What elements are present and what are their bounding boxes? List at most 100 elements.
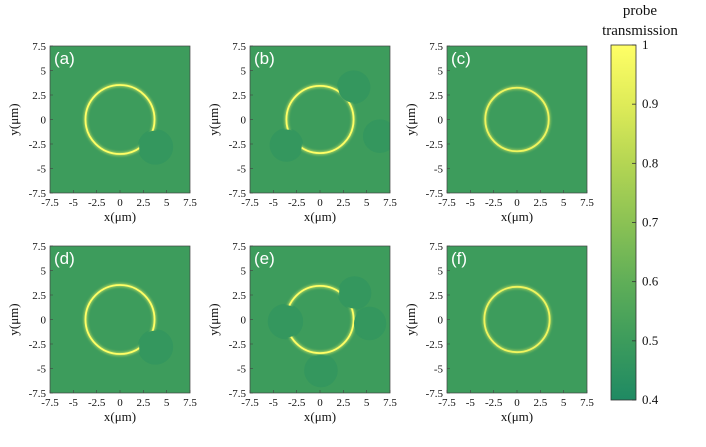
panel-background [50, 246, 190, 393]
y-axis-label: y(μm) [6, 103, 21, 135]
x-tick-label: 7.5 [383, 197, 397, 209]
x-tick-label: -5 [69, 197, 79, 209]
x-axis-label: x(μm) [104, 209, 136, 224]
panel-d: (d) -7.5 -5 -2.5 0 2.5 5 7.5 7.5 5 2.5 0 -2.5 -5 -7.5 x… [6, 241, 197, 424]
panel-b: (b) -7.5 -5 -2.5 0 2.5 5 7.5 7.5 5 2.5 0 -2.5 -5 -7.5 x… [206, 41, 397, 224]
y-tick-label: 7.5 [232, 241, 246, 253]
y-tick-label: -5 [237, 364, 247, 376]
panel-label: (e) [254, 249, 275, 268]
y-tick-label: -5 [37, 164, 47, 176]
x-axis-label: x(μm) [304, 209, 336, 224]
dark-spot-cover [354, 307, 385, 339]
y-tick-label: 0 [241, 315, 247, 327]
y-tick-label: 5 [438, 66, 444, 78]
x-tick-label: 0 [117, 397, 123, 409]
y-tick-label: 2.5 [32, 90, 46, 102]
x-tick-label: 0 [514, 197, 520, 209]
y-tick-label: 5 [41, 66, 47, 78]
y-tick-label: -2.5 [29, 339, 47, 351]
panel-background [250, 46, 390, 193]
dark-spot-cover [270, 129, 302, 161]
x-tick-label: -5 [466, 397, 476, 409]
x-tick-label: 5 [561, 397, 567, 409]
x-tick-label: -5 [466, 197, 476, 209]
y-tick-label: 2.5 [232, 290, 246, 302]
x-tick-label: 7.5 [580, 197, 594, 209]
y-tick-label: -5 [434, 164, 444, 176]
x-tick-label: -2.5 [88, 197, 106, 209]
x-tick-label: -2.5 [485, 397, 503, 409]
y-tick-label: -2.5 [426, 139, 444, 151]
y-tick-label: -2.5 [229, 339, 247, 351]
colorbar-gradient [610, 44, 637, 401]
dark-spot-cover [139, 130, 172, 164]
y-tick-label: -2.5 [29, 139, 47, 151]
x-tick-label: 0 [317, 197, 323, 209]
y-tick-label: 0 [438, 315, 444, 327]
transmission-ring [285, 85, 355, 154]
panel-label: (a) [54, 49, 75, 68]
panel-e: (e) -7.5 -5 -2.5 0 2.5 5 7.5 7.5 5 2.5 0 -2.5 -5 -7.5 x… [206, 241, 397, 424]
x-tick-label: 7.5 [183, 397, 197, 409]
x-tick-label: 0 [317, 397, 323, 409]
panel-background [447, 46, 587, 193]
panel-background [447, 246, 587, 393]
y-tick-label: -7.5 [229, 388, 247, 400]
transmission-ring [84, 84, 156, 155]
x-tick-label: -2.5 [485, 197, 503, 209]
y-tick-label: 2.5 [232, 90, 246, 102]
x-tick-label: -5 [69, 397, 79, 409]
y-tick-label: 7.5 [429, 41, 443, 53]
colorbar-tick-label: 1 [642, 37, 649, 52]
y-tick-label: -7.5 [426, 188, 444, 200]
x-tick-label: -7.5 [241, 397, 259, 409]
panel-background [50, 46, 190, 193]
x-tick-label: 2.5 [336, 397, 350, 409]
y-tick-label: 0 [41, 115, 47, 127]
panel-label: (c) [451, 49, 471, 68]
dark-spot-cover [139, 330, 172, 364]
colorbar-tick-label: 0.4 [642, 392, 659, 407]
x-tick-label: 7.5 [383, 397, 397, 409]
colorbar-tick-label: 0.7 [642, 215, 659, 230]
y-tick-label: -2.5 [426, 339, 444, 351]
x-tick-label: -7.5 [438, 397, 456, 409]
dark-spot-cover [364, 120, 390, 152]
y-axis-label: y(μm) [403, 303, 418, 335]
panel-a: (a) -7.5 -5 -2.5 0 2.5 5 7.5 7.5 5 2.5 0 -2.5 -5 -7.5 x… [6, 41, 197, 224]
y-tick-label: -5 [37, 364, 47, 376]
x-tick-label: 5 [364, 197, 370, 209]
y-tick-label: 5 [241, 66, 247, 78]
colorbar-tick-label: 0.9 [642, 96, 658, 111]
y-tick-label: 0 [438, 115, 444, 127]
x-tick-label: 0 [117, 197, 123, 209]
x-tick-label: 2.5 [136, 197, 150, 209]
y-tick-label: -7.5 [29, 388, 47, 400]
x-tick-label: -2.5 [288, 197, 306, 209]
x-tick-label: 5 [561, 197, 567, 209]
colorbar-ticks: 1 0.9 0.8 0.7 0.6 0.5 0.4 [632, 37, 659, 407]
colorbar-title-line1: probe [623, 3, 657, 19]
dark-spot-cover [305, 355, 337, 386]
x-tick-label: -7.5 [241, 197, 259, 209]
x-tick-label: 2.5 [136, 397, 150, 409]
panel-c: (c) -7.5 -5 -2.5 0 2.5 5 7.5 7.5 5 2.5 0 -2.5 -5 -7.5 x… [403, 41, 594, 224]
colorbar-tick-label: 0.5 [642, 333, 658, 348]
y-tick-label: 0 [241, 115, 247, 127]
transmission-ring [484, 86, 550, 153]
y-tick-label: 5 [241, 266, 247, 278]
x-tick-label: -2.5 [288, 397, 306, 409]
transmission-ring [84, 284, 156, 355]
colorbar: probe transmission 1 0.9 0.8 0.7 0.6 0.5 0.4 [602, 3, 678, 407]
dark-spot-cover [339, 277, 370, 309]
x-tick-label: -5 [269, 397, 279, 409]
x-tick-label: 5 [164, 397, 170, 409]
dark-spot-cover [269, 305, 302, 338]
y-axis-label: y(μm) [206, 103, 221, 135]
x-tick-label: -7.5 [438, 197, 456, 209]
x-tick-label: 7.5 [580, 397, 594, 409]
panel-label: (b) [254, 49, 275, 68]
x-tick-label: 2.5 [336, 197, 350, 209]
x-tick-label: 2.5 [533, 197, 547, 209]
